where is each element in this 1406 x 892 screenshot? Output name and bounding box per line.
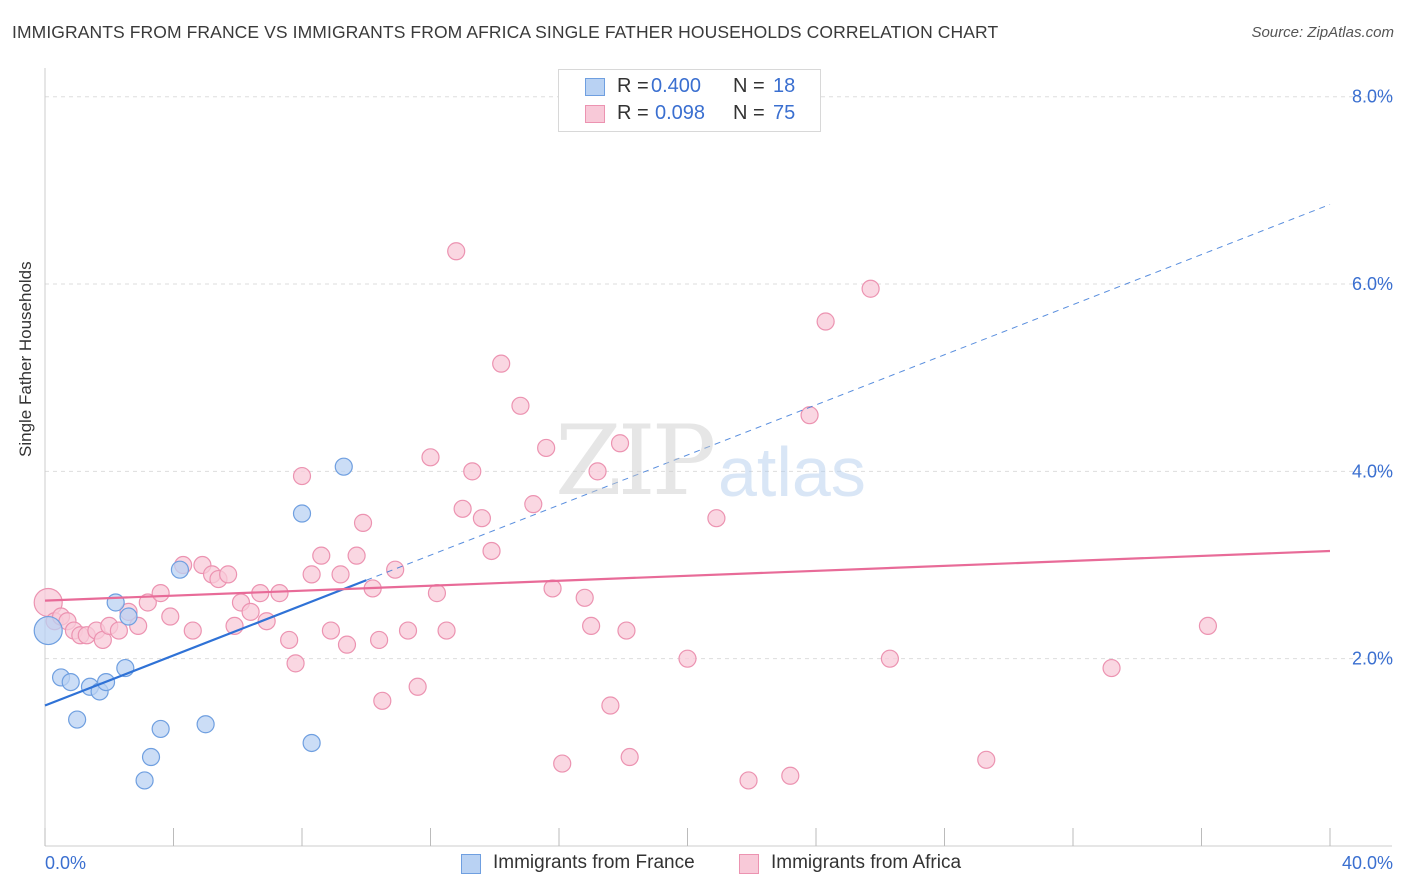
africa-point-65 (678, 649, 697, 668)
france-point-17 (334, 457, 353, 476)
africa-point-53 (511, 396, 530, 415)
france-point-10 (135, 771, 154, 790)
africa-point-71 (861, 279, 880, 298)
watermark-atlas: atlas (718, 433, 866, 511)
africa-point-47 (447, 242, 466, 261)
legend-n-value-africa: 75 (773, 102, 796, 124)
africa-point-44 (421, 448, 440, 467)
africa-point-48 (453, 499, 472, 518)
africa-point-75 (1198, 616, 1218, 636)
africa-point-54 (524, 495, 543, 514)
africa-point-61 (601, 696, 620, 715)
france-point-12 (151, 719, 170, 739)
watermark-zip: ZIP (555, 405, 716, 517)
africa-point-36 (347, 546, 366, 565)
africa-point-35 (337, 635, 357, 654)
africa-point-72 (880, 649, 899, 668)
africa-point-45 (427, 584, 447, 603)
africa-point-10 (109, 621, 128, 640)
france-trend-line-extension (366, 203, 1331, 581)
chart-source: Source: ZipAtlas.com (1251, 24, 1394, 41)
africa-point-13 (138, 593, 157, 612)
africa-point-51 (482, 541, 501, 561)
x-tick-label-0: 0.0% (45, 853, 86, 873)
africa-trend-line (44, 549, 1331, 602)
africa-point-30 (292, 466, 312, 486)
africa-point-50 (472, 509, 491, 528)
legend-r-value-france: 0.400 (651, 75, 702, 97)
y-tick-label-0: 2.0% (1352, 649, 1393, 669)
africa-point-73 (977, 750, 996, 769)
africa-point-14 (151, 584, 170, 603)
africa-point-55 (537, 438, 556, 458)
legend-swatch-france (585, 78, 605, 96)
y-axis-label: Single Father Households (16, 261, 35, 457)
x-tick-label-1: 40.0% (1342, 853, 1393, 873)
africa-point-46 (437, 621, 456, 640)
correlation-legend: R = 0.400 N = 18 R = 0.098 N = 75 (558, 69, 821, 132)
africa-point-32 (312, 546, 331, 565)
africa-point-68 (781, 766, 800, 785)
bottom-legend-swatch-africa (739, 854, 759, 874)
africa-point-39 (370, 630, 389, 650)
africa-point-52 (492, 354, 511, 373)
africa-point-17 (183, 621, 202, 640)
france-point-9 (119, 607, 138, 626)
africa-point-62 (610, 434, 630, 453)
france-point-14 (196, 715, 215, 734)
africa-point-60 (588, 462, 607, 481)
africa-point-57 (553, 754, 572, 773)
france-point-2 (61, 672, 80, 692)
y-tick-label-1: 4.0% (1352, 461, 1393, 481)
africa-point-58 (575, 588, 594, 607)
africa-point-49 (463, 462, 482, 481)
france-point-13 (170, 560, 190, 579)
france-point-7 (106, 593, 125, 612)
africa-point-31 (302, 565, 321, 584)
africa-point-59 (582, 616, 601, 636)
africa-point-37 (353, 513, 373, 532)
africa-point-29 (286, 654, 305, 673)
africa-point-63 (617, 621, 636, 640)
africa-point-70 (816, 312, 835, 331)
africa-point-40 (373, 691, 392, 710)
africa-point-27 (270, 584, 289, 603)
legend-n-label-france: N = (733, 75, 765, 97)
france-point-15 (292, 504, 312, 523)
africa-point-64 (620, 747, 639, 767)
legend-r-label-france: R = (617, 75, 649, 97)
france-point-16 (302, 733, 321, 753)
africa-point-69 (800, 406, 819, 425)
africa-point-41 (386, 560, 405, 579)
france-trend-line (44, 579, 367, 707)
africa-point-66 (707, 509, 726, 528)
legend-r-label-africa: R = (617, 102, 649, 124)
africa-point-33 (321, 621, 341, 640)
france-point-3 (68, 710, 87, 729)
legend-n-label-africa: N = (733, 102, 765, 124)
bottom-legend-label-france: Immigrants from France (493, 852, 695, 873)
africa-point-34 (331, 565, 350, 584)
france-point-11 (141, 747, 161, 767)
africa-point-24 (241, 602, 260, 621)
legend-n-value-france: 18 (773, 75, 796, 97)
bottom-legend-label-africa: Immigrants from Africa (771, 852, 962, 873)
africa-point-28 (280, 630, 299, 650)
france-point-0 (33, 615, 63, 646)
africa-point-15 (161, 607, 180, 626)
africa-point-43 (408, 677, 427, 696)
africa-point-56 (543, 579, 562, 598)
chart-title: IMMIGRANTS FROM FRANCE VS IMMIGRANTS FRO… (12, 22, 999, 42)
africa-point-74 (1102, 658, 1121, 678)
legend-swatch-africa (585, 105, 605, 123)
bottom-legend-swatch-france (461, 854, 481, 874)
legend-r-value-africa: 0.098 (655, 102, 706, 124)
y-tick-label-3: 8.0% (1352, 87, 1393, 107)
africa-point-21 (219, 565, 238, 584)
africa-point-67 (739, 771, 758, 790)
africa-point-42 (398, 621, 418, 640)
y-tick-label-2: 6.0% (1352, 274, 1393, 294)
